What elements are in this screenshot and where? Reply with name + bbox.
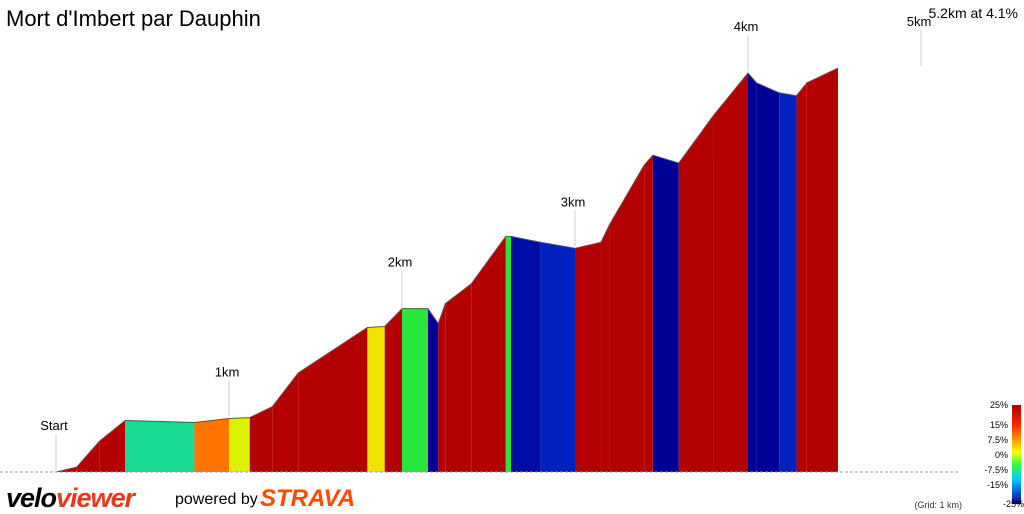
gradient-band: [298, 327, 368, 472]
gradient-legend-bar: [1012, 405, 1021, 504]
legend-label-neg-7-5: -7.5%: [984, 465, 1008, 475]
gradient-band: [806, 68, 838, 472]
marker-label: 1km: [215, 365, 240, 380]
gradient-band: [445, 283, 472, 472]
gradient-band: [99, 420, 126, 472]
legend-label-neg-25: -25%: [1002, 499, 1024, 509]
gradient-band: [748, 73, 757, 472]
gradient-band: [402, 308, 428, 472]
marker-label: 4km: [734, 19, 759, 34]
gradient-band: [194, 418, 229, 472]
grid-note: (Grid: 1 km): [914, 500, 962, 510]
legend-label-0: 0%: [994, 450, 1008, 460]
marker-label: 5km: [907, 14, 932, 29]
distance-markers: Start 1km 2km 3km 4km 5km: [40, 14, 931, 470]
gradient-band: [272, 373, 299, 472]
profile-outline: [55, 67, 839, 473]
gradient-band: [713, 73, 748, 472]
gradient-band: [367, 326, 385, 472]
powered-by-text: powered by: [175, 491, 258, 508]
logo-viewer: viewer: [56, 483, 135, 513]
gradient-band: [471, 236, 506, 472]
gradient-band: [510, 236, 541, 472]
gradient-band: [652, 155, 679, 472]
gradient-bands: [56, 68, 838, 473]
marker-label: 3km: [561, 194, 586, 209]
segment-summary: 5.2km at 4.1%: [928, 5, 1019, 21]
gradient-band: [438, 303, 446, 472]
reflection-band: [0, 473, 1000, 512]
legend-label-7-5: 7.5%: [987, 435, 1008, 445]
gradient-band: [644, 155, 653, 472]
gradient-band: [125, 420, 195, 472]
gradient-band: [229, 417, 250, 472]
gradient-band: [76, 441, 100, 472]
gradient-band: [678, 115, 714, 472]
gradient-band: [796, 82, 807, 473]
gradient-band: [249, 406, 273, 472]
marker-label: Start: [40, 418, 68, 433]
gradient-band: [540, 242, 575, 472]
veloviewer-logo[interactable]: veloviewer: [6, 483, 135, 514]
gradient-band: [575, 242, 601, 472]
legend-label-neg-15: -15%: [986, 480, 1008, 490]
gradient-band: [384, 308, 402, 472]
strava-logo[interactable]: STRAVA: [260, 485, 356, 512]
gradient-band: [600, 224, 610, 472]
gradient-band: [609, 165, 645, 472]
legend-label-15: 15%: [989, 420, 1008, 430]
gradient-band: [756, 82, 780, 473]
logo-velo: velo: [6, 483, 57, 513]
gradient-band: [779, 92, 797, 472]
gradient-band: [505, 236, 511, 472]
legend-label-25: 25%: [989, 400, 1008, 410]
marker-label: 2km: [388, 255, 413, 270]
chart-title: Mort d'Imbert par Dauphin: [6, 6, 261, 31]
gradient-band: [427, 308, 439, 472]
